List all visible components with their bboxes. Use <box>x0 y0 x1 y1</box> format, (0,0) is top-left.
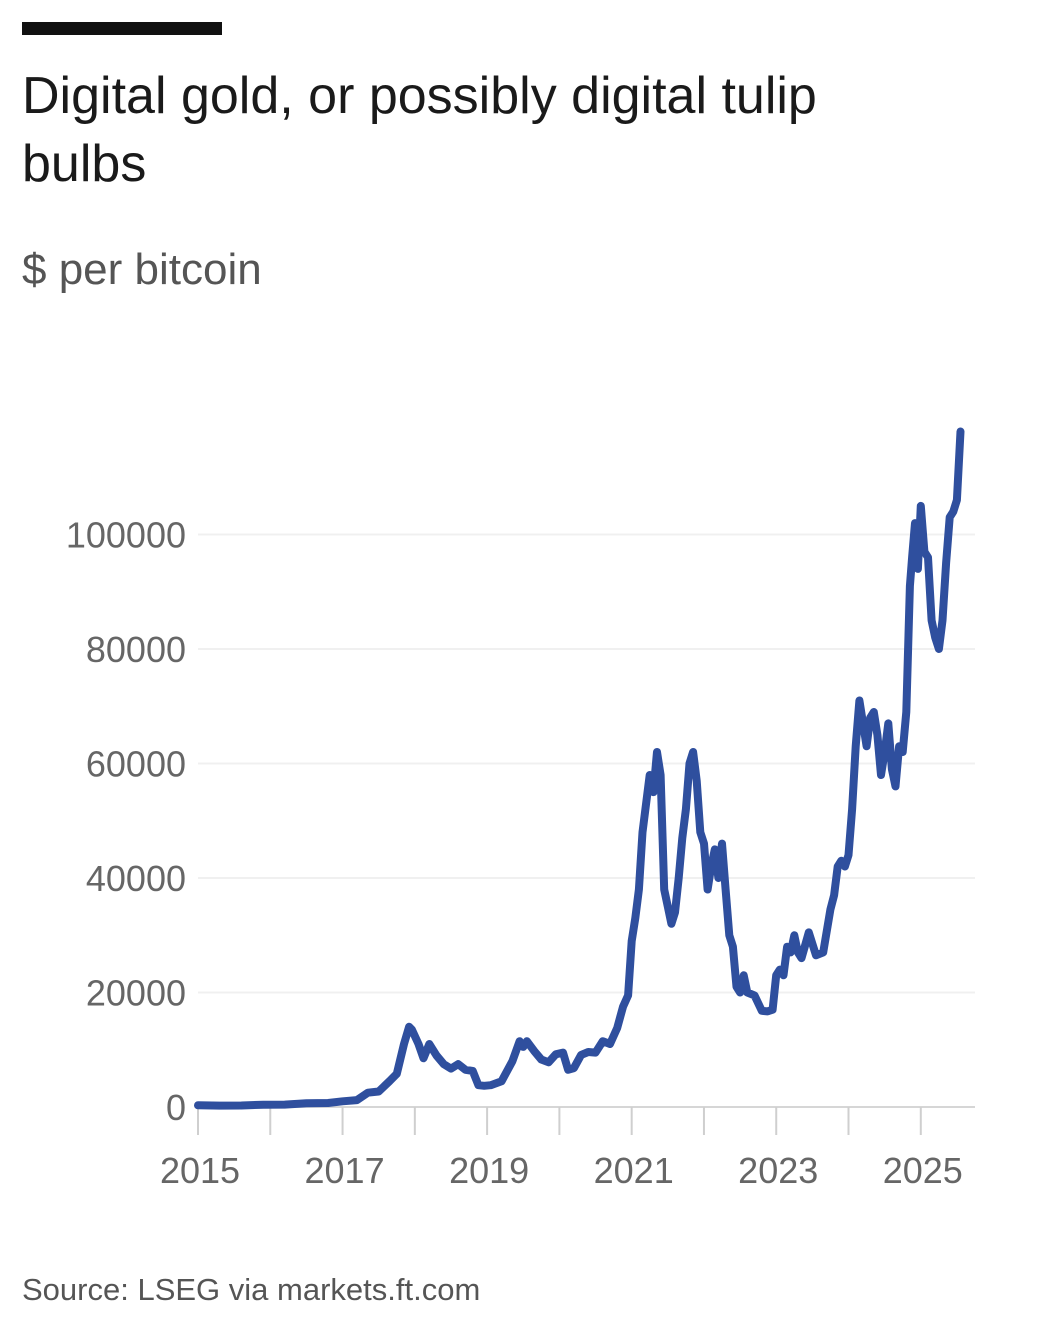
chart-area: 0 20000 40000 60000 80000 100000 2015 2017 2019… <box>66 427 975 1191</box>
chart-subtitle: $ per bitcoin <box>22 245 262 294</box>
y-tick-label: 60000 <box>86 744 186 785</box>
y-tick-label: 100000 <box>66 515 186 556</box>
y-axis-labels: 0 20000 40000 60000 80000 100000 <box>66 515 186 1129</box>
x-tick-label: 2025 <box>883 1150 963 1191</box>
y-tick-label: 80000 <box>86 629 186 670</box>
chart-title: Digital gold, or possibly digital tulip … <box>22 67 817 193</box>
x-tick-label: 2021 <box>594 1150 674 1191</box>
y-tick-label: 20000 <box>86 973 186 1014</box>
x-tick-label: 2023 <box>738 1150 818 1191</box>
x-tick-label: 2017 <box>305 1150 385 1191</box>
grid-layer <box>198 533 975 1108</box>
y-tick-label: 0 <box>166 1087 186 1128</box>
y-tick-label: 40000 <box>86 858 186 899</box>
x-axis-ticks <box>197 1107 922 1135</box>
bitcoin-price-line <box>194 427 965 1110</box>
x-tick-label: 2019 <box>449 1150 529 1191</box>
x-axis-labels: 2015 2017 2019 2021 2023 2025 <box>160 1150 963 1191</box>
x-tick-label: 2015 <box>160 1150 240 1191</box>
header-accent-bar <box>22 22 222 35</box>
source-note: Source: LSEG via markets.ft.com <box>22 1272 481 1307</box>
